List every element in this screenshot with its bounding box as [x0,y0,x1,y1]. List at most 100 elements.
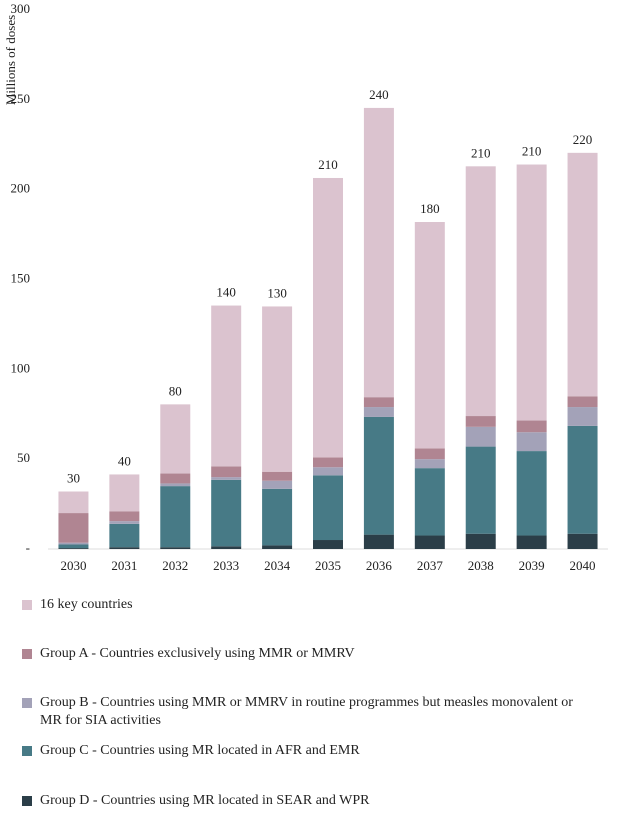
x-tick-label: 2034 [264,558,291,573]
bar-segment [465,446,496,534]
bar-segment [363,397,394,408]
x-tick-label: 2035 [315,558,341,573]
x-tick-label: 2036 [366,558,393,573]
bar-segment [211,305,242,467]
y-tick-label: 100 [11,360,31,375]
bar-segment [363,407,394,417]
y-tick-label: 200 [11,181,31,196]
bar-segment [109,523,140,548]
bar-segment [567,396,598,408]
bar-segment [58,544,89,549]
bar-segment [567,533,598,549]
bar-segment [211,546,242,549]
bar-segment [313,475,343,541]
x-tick-label: 2037 [417,558,444,573]
legend-swatch [22,649,32,659]
bar-segment [414,468,445,536]
bar-segment [58,542,89,545]
x-tick-label: 2030 [60,558,86,573]
legend-item: Group D - Countries using MR located in … [22,792,582,810]
bar-segment [567,152,598,397]
legend-label: Group D - Countries using MR located in … [40,793,370,808]
legend-item: Group B - Countries using MMR or MMRV in… [22,694,582,730]
bar-segment [262,480,293,489]
bar-segment [160,483,191,487]
x-tick-label: 2039 [519,558,545,573]
y-tick-label: 250 [11,91,31,106]
bar-segment [414,459,445,469]
bar-segment [313,177,343,458]
total-label: 80 [169,383,182,398]
x-tick-label: 2032 [162,558,188,573]
legend-label: Group C - Countries using MR located in … [40,743,360,758]
bar-segment [262,471,293,481]
bar-segment [109,511,140,522]
bar-segment [516,451,547,536]
bar-segment [465,416,496,427]
bar-segment [160,486,191,548]
bar-segment [567,425,598,534]
bar-segment [262,488,293,546]
bar-segment [516,164,547,421]
bar-segment [211,479,242,547]
bar-segment [58,513,89,543]
bar-segment [160,404,191,474]
bar-segment [516,432,547,452]
bar-segment [363,107,394,398]
x-tick-label: 2031 [111,558,137,573]
bar-segment [567,407,598,426]
total-label: 220 [573,132,593,147]
total-label: 210 [471,145,491,160]
bar-segment [516,420,547,433]
x-tick-label: 2038 [468,558,494,573]
legend-label: 16 key countries [40,597,133,612]
y-tick-label: 150 [11,270,31,285]
bar-segment [109,547,140,549]
legend-label: Group B - Countries using MMR or MMRV in… [40,695,573,728]
bar-segment [363,534,394,549]
bar-segment [262,306,293,472]
total-label: 210 [522,143,542,158]
bar-segment [313,540,343,549]
legend-item: 16 key countries [22,596,582,614]
x-tick-label: 2040 [570,558,596,573]
y-axis-label: Millions of doses [3,15,18,105]
bar-segment [109,521,140,524]
total-label: 40 [118,453,131,468]
bar-segment [465,426,496,447]
legend-swatch [22,746,32,756]
chart: Millions of doses - 50 100 150 200 250 300 2030… [3,1,608,573]
total-label: 240 [369,87,389,102]
legend-swatch [22,698,32,708]
bar-segment [363,416,394,535]
total-label: 130 [267,285,287,300]
bar-segment [109,474,140,512]
bar-segment [465,166,496,417]
total-label: 30 [67,470,80,485]
x-tick-label: 2033 [213,558,239,573]
bar-segment [211,477,242,480]
bar-segment [414,448,445,460]
bar-segment [414,535,445,549]
bar-segment [313,467,343,476]
y-tick-label: 300 [11,1,31,16]
legend-item: Group A - Countries exclusively using MM… [22,645,582,663]
bar-segment [58,491,89,514]
bar-segment [262,545,293,549]
bar-segment [160,547,191,549]
bar-segment [414,222,445,449]
bar-segment [313,457,343,468]
legend-swatch [22,796,32,806]
y-tick-label: 50 [17,450,30,465]
bar-segment [58,548,89,549]
bar-segment [465,533,496,549]
total-label: 210 [318,157,338,172]
legend-swatch [22,600,32,610]
total-label: 180 [420,201,440,216]
bar-segment [160,473,191,484]
y-tick-label: - [26,540,30,555]
bar-segment [211,466,242,478]
total-label: 140 [216,285,236,300]
bar-segment [516,535,547,549]
